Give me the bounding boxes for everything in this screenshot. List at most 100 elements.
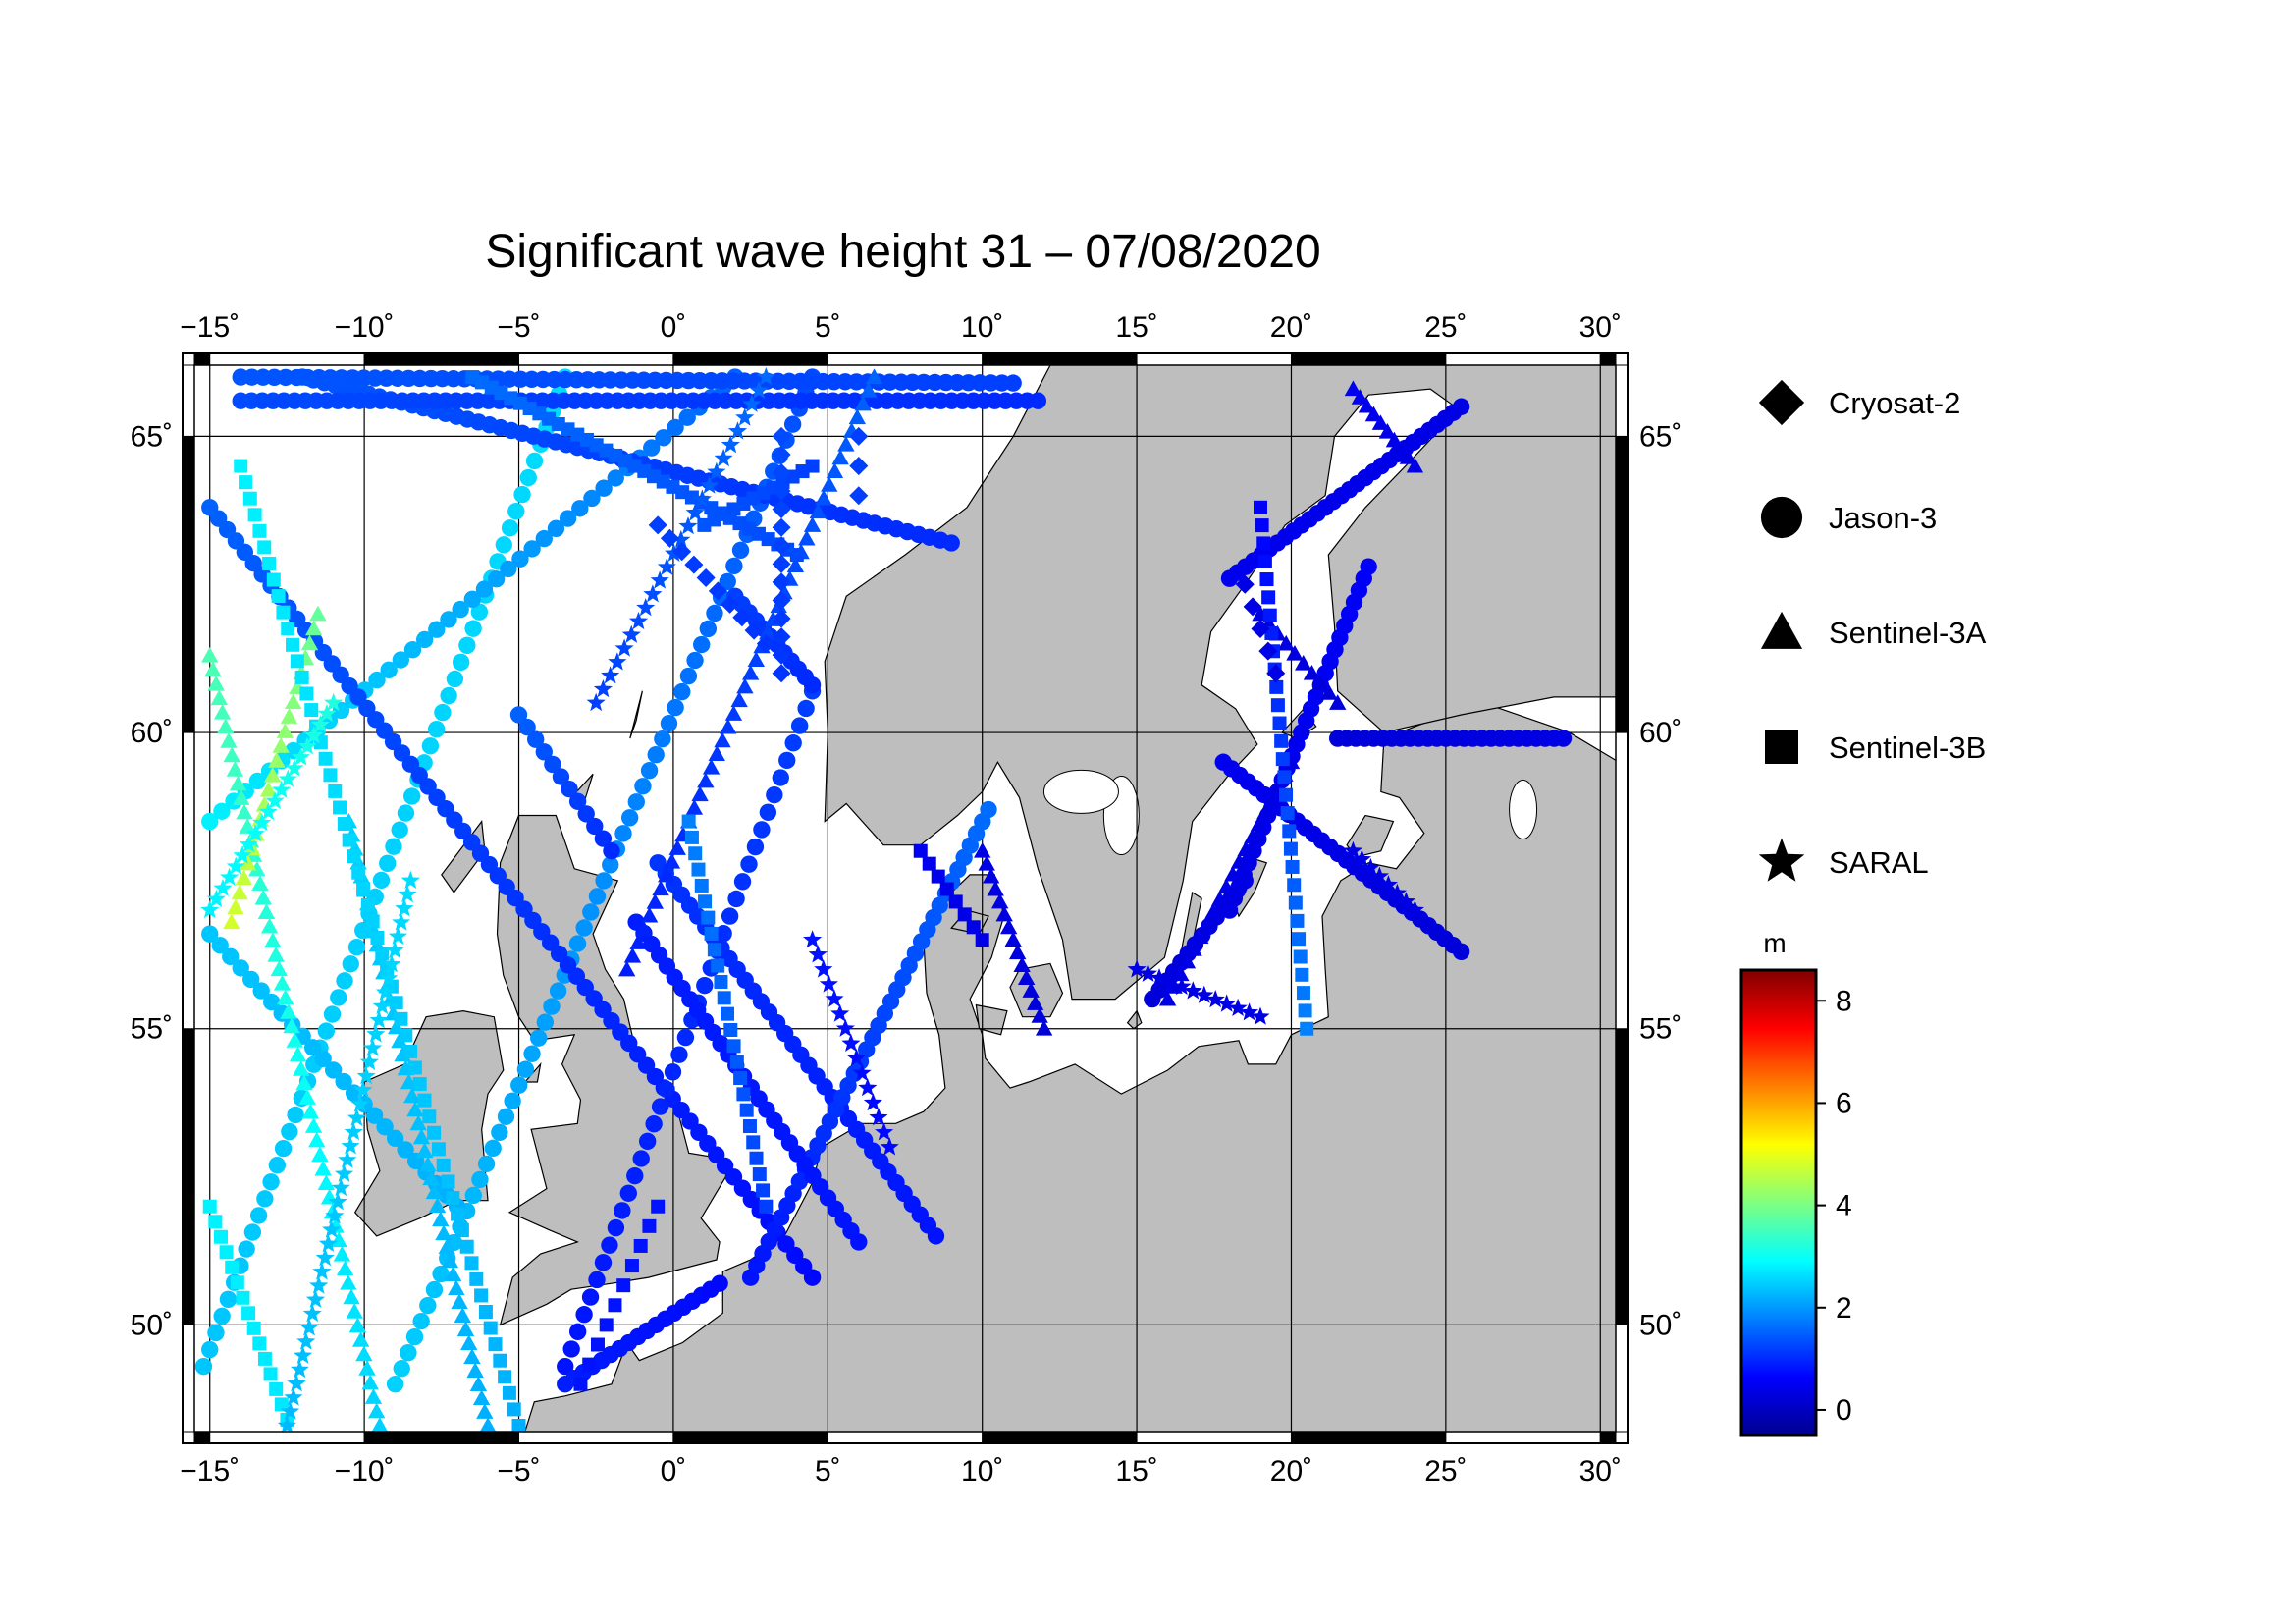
circle-marker <box>711 1274 728 1292</box>
lon-tick-label-top: 20˚ <box>1270 311 1312 344</box>
map-border <box>193 364 1617 1433</box>
triangle-marker <box>283 1017 300 1034</box>
circle-marker <box>372 871 391 890</box>
triangle-marker <box>1262 790 1281 807</box>
star-marker <box>356 1066 376 1085</box>
triangle-marker <box>1399 449 1417 464</box>
circle-marker <box>201 925 219 943</box>
triangle-marker <box>343 1288 360 1305</box>
star-marker <box>1361 857 1380 877</box>
circle-marker <box>620 809 639 827</box>
lon-tick-label-bottom: 20˚ <box>1270 1455 1312 1488</box>
square-marker <box>454 1223 469 1238</box>
diamond-marker <box>684 555 704 574</box>
square-marker <box>922 856 936 871</box>
star-marker <box>315 1248 335 1267</box>
lon-tick-label-top: 10˚ <box>961 311 1003 344</box>
triangle-marker <box>983 867 1000 884</box>
star-marker <box>1405 900 1424 919</box>
lat-tick-label-left: 60˚ <box>131 717 173 749</box>
square-marker <box>356 882 371 896</box>
diamond-marker <box>1266 664 1286 683</box>
frame-bar-bottom <box>209 1431 365 1444</box>
circle-marker <box>607 1218 625 1237</box>
triangle-marker <box>233 789 250 805</box>
circle-marker <box>536 1013 555 1031</box>
circle-marker <box>603 842 620 860</box>
legend-label: SARAL <box>1829 845 1929 880</box>
circle-marker <box>495 536 512 554</box>
square-marker <box>459 1239 474 1254</box>
star-marker <box>1138 963 1158 982</box>
triangle-marker <box>460 1334 478 1350</box>
circle-marker <box>530 1029 548 1047</box>
triangle-marker <box>1026 995 1044 1010</box>
square-marker <box>441 1174 455 1189</box>
square-marker <box>257 540 272 555</box>
square-marker <box>1282 824 1297 839</box>
triangle-marker <box>280 1003 297 1019</box>
triangle-marker <box>239 854 257 871</box>
star-marker <box>335 1163 354 1182</box>
square-marker <box>805 459 820 473</box>
lon-tick-label-bottom: 0˚ <box>661 1455 687 1488</box>
square-marker <box>651 1199 666 1214</box>
frame-bar-bottom <box>363 1431 520 1444</box>
land-fyn <box>975 1003 1008 1036</box>
triangle-marker <box>854 395 872 411</box>
map-frame <box>182 352 1629 1444</box>
square-marker <box>488 1337 503 1352</box>
circle-marker <box>1004 374 1022 392</box>
lat-tick-label-right: 55˚ <box>1639 1013 1682 1046</box>
circle-marker <box>393 1360 410 1378</box>
circle-marker <box>513 485 531 504</box>
diamond-marker <box>772 481 791 501</box>
diamond-marker <box>849 457 869 476</box>
square-marker <box>234 459 248 473</box>
lake-peipus <box>1509 780 1538 839</box>
star-marker <box>1369 866 1389 885</box>
triangle-marker <box>1237 840 1255 857</box>
triangle-marker <box>428 1197 447 1214</box>
square-marker <box>318 751 333 766</box>
triangle-marker <box>285 693 302 709</box>
square-marker <box>469 1271 484 1286</box>
circle-marker <box>475 580 494 598</box>
circle-marker <box>654 730 671 748</box>
frame-bar-bottom <box>982 1431 1138 1444</box>
circle-marker <box>248 772 267 790</box>
square-marker <box>246 1321 261 1335</box>
square-marker <box>1262 608 1277 622</box>
circle-marker <box>317 1022 335 1040</box>
circle-marker <box>213 802 231 820</box>
square-marker <box>502 1385 516 1400</box>
star-marker <box>328 1192 347 1211</box>
square-marker <box>966 920 981 935</box>
circle-marker <box>721 907 739 925</box>
star-marker <box>294 1345 313 1364</box>
star-marker <box>310 715 330 733</box>
square-marker <box>1272 716 1287 730</box>
square-marker <box>1300 1021 1314 1036</box>
diamond-marker <box>849 426 869 446</box>
triangle-marker <box>293 1060 310 1076</box>
triangle-marker <box>207 676 225 691</box>
triangle-marker <box>999 918 1018 935</box>
circle-marker <box>527 730 545 748</box>
star-marker <box>875 1122 894 1141</box>
triangle-marker <box>276 723 294 738</box>
triangle-marker <box>226 761 244 777</box>
triangle-marker <box>229 775 247 791</box>
square-marker <box>365 914 380 929</box>
triangle-marker <box>724 705 743 721</box>
star-marker <box>1183 981 1202 1000</box>
triangle-marker <box>268 752 286 768</box>
circle-marker <box>568 792 587 810</box>
circle-marker <box>491 1123 508 1141</box>
star-marker <box>296 1331 316 1350</box>
frame-bar-bottom <box>193 1431 211 1444</box>
circle-marker <box>1452 398 1470 415</box>
triangle-marker <box>668 839 686 855</box>
legend-circle-icon <box>1760 496 1803 539</box>
lat-tick-label-left: 50˚ <box>131 1309 173 1341</box>
